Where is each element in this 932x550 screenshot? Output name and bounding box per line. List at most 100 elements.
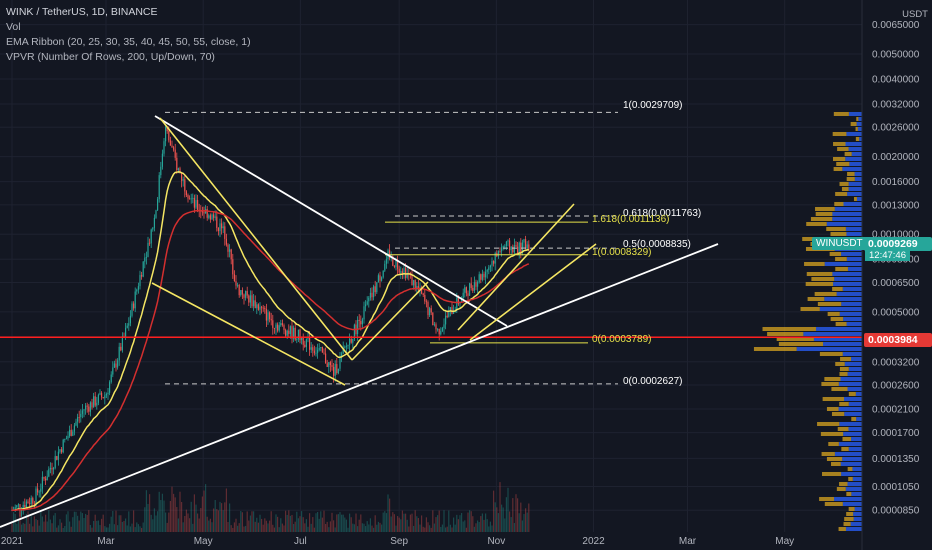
- breakout-line: [351, 281, 429, 361]
- volume-bar: [227, 522, 229, 532]
- ascending-trendline: [0, 243, 719, 528]
- volume-bar: [419, 524, 421, 532]
- volume-bar: [217, 510, 219, 532]
- candle-body: [248, 295, 250, 303]
- candle-body: [497, 251, 499, 257]
- volume-bar: [401, 510, 403, 532]
- candle-body: [313, 350, 315, 354]
- volume-bar: [361, 523, 363, 532]
- candle-body: [373, 286, 375, 298]
- candle-body: [117, 360, 119, 368]
- volume-bar: [211, 522, 213, 532]
- vpvr-down-bar: [838, 527, 846, 531]
- volume-bars: [11, 482, 530, 532]
- vpvr-down-bar: [822, 397, 844, 401]
- candle-body: [259, 306, 261, 310]
- candle-body: [472, 287, 474, 291]
- candle-body: [342, 347, 344, 354]
- volume-bar: [171, 486, 173, 532]
- volume-bar: [499, 482, 501, 532]
- vpvr-up-bar: [843, 202, 862, 206]
- candle-body: [113, 363, 115, 368]
- candle-body: [264, 307, 266, 309]
- volume-bar: [413, 525, 415, 532]
- candle-body: [456, 297, 458, 310]
- candle-body: [238, 285, 240, 296]
- candle-body: [371, 292, 373, 298]
- volume-bar: [237, 525, 239, 532]
- time-axis[interactable]: 2021 Mar May Jul Sep Nov 2022 Mar May: [1, 536, 794, 547]
- volume-bar: [214, 499, 216, 532]
- volume-bar: [38, 525, 40, 532]
- volume-bar: [107, 527, 109, 532]
- price-axis[interactable]: 0.0065000 0.0050000 0.0040000 0.0032000 0.00…: [861, 0, 920, 550]
- volume-bar: [470, 511, 472, 532]
- candle-body: [441, 327, 443, 331]
- candle-body: [445, 315, 447, 325]
- legend-vol[interactable]: Vol: [6, 21, 21, 33]
- legend-vpvr[interactable]: VPVR (Number Of Rows, 200, Up/Down, 70): [6, 51, 215, 63]
- vpvr-down-bar: [839, 372, 848, 376]
- volume-bar: [193, 494, 195, 532]
- volume-bar: [72, 517, 74, 532]
- volume-bar: [339, 512, 341, 532]
- volume-bar: [35, 519, 37, 532]
- volume-bar: [182, 522, 184, 532]
- vpvr-down-bar: [821, 452, 835, 456]
- vpvr-down-bar: [807, 297, 825, 301]
- vpvr-down-bar: [848, 392, 856, 396]
- candle-body: [491, 260, 493, 266]
- candle-body: [149, 242, 151, 244]
- volume-bar: [318, 518, 320, 532]
- volume-bar: [390, 516, 392, 532]
- candle-body: [448, 310, 450, 317]
- candle-body: [136, 289, 138, 292]
- vpvr-down-bar: [817, 302, 842, 306]
- volume-bar: [369, 518, 371, 532]
- legend-symbol[interactable]: WINK / TetherUS, 1D, BINANCE: [6, 6, 158, 18]
- x-tick-label: Jul: [294, 536, 307, 547]
- candle-body: [320, 347, 322, 349]
- volume-bar: [517, 498, 519, 532]
- volume-bar: [406, 519, 408, 532]
- volume-bar: [69, 521, 71, 532]
- volume-bar: [120, 515, 122, 532]
- candle-body: [528, 244, 530, 250]
- vpvr-down-bar: [821, 382, 839, 386]
- vpvr-up-bar: [824, 262, 862, 266]
- volume-bar: [245, 525, 247, 532]
- chart-legend: WINK / TetherUS, 1D, BINANCE Vol EMA Rib…: [6, 5, 251, 65]
- volume-bar: [48, 510, 50, 532]
- vpvr-up-bar: [851, 437, 862, 441]
- volume-bar: [278, 527, 280, 532]
- candle-body: [131, 303, 133, 316]
- vpvr-down-bar: [806, 272, 833, 276]
- candle-body: [48, 469, 50, 477]
- current-price-tag: 0.0009269: [864, 237, 932, 251]
- volume-bar: [288, 510, 290, 532]
- volume-bar: [145, 490, 147, 532]
- candle-body: [137, 286, 139, 290]
- volume-bar: [152, 519, 154, 532]
- volume-bar: [333, 520, 335, 532]
- candle-body: [267, 312, 269, 321]
- vpvr-down-bar: [830, 317, 844, 321]
- vpvr-down-bar: [833, 167, 843, 171]
- vpvr-down-bar: [847, 467, 853, 471]
- candle-body: [86, 405, 88, 407]
- volume-bar: [462, 521, 464, 532]
- volume-bar: [381, 524, 383, 532]
- candle-body: [504, 245, 506, 247]
- legend-ema-ribbon[interactable]: EMA Ribbon (20, 25, 30, 35, 40, 45, 50, …: [6, 36, 251, 48]
- candle-body: [353, 324, 355, 340]
- volume-bar: [53, 515, 55, 532]
- volume-bar: [19, 510, 21, 532]
- candle-body: [325, 353, 327, 364]
- vpvr-up-bar: [843, 432, 862, 436]
- volume-bar: [24, 523, 26, 532]
- candle-body: [443, 324, 445, 328]
- volume-bar: [75, 511, 77, 532]
- vpvr-down-bar: [831, 412, 845, 416]
- candle-body: [211, 214, 213, 220]
